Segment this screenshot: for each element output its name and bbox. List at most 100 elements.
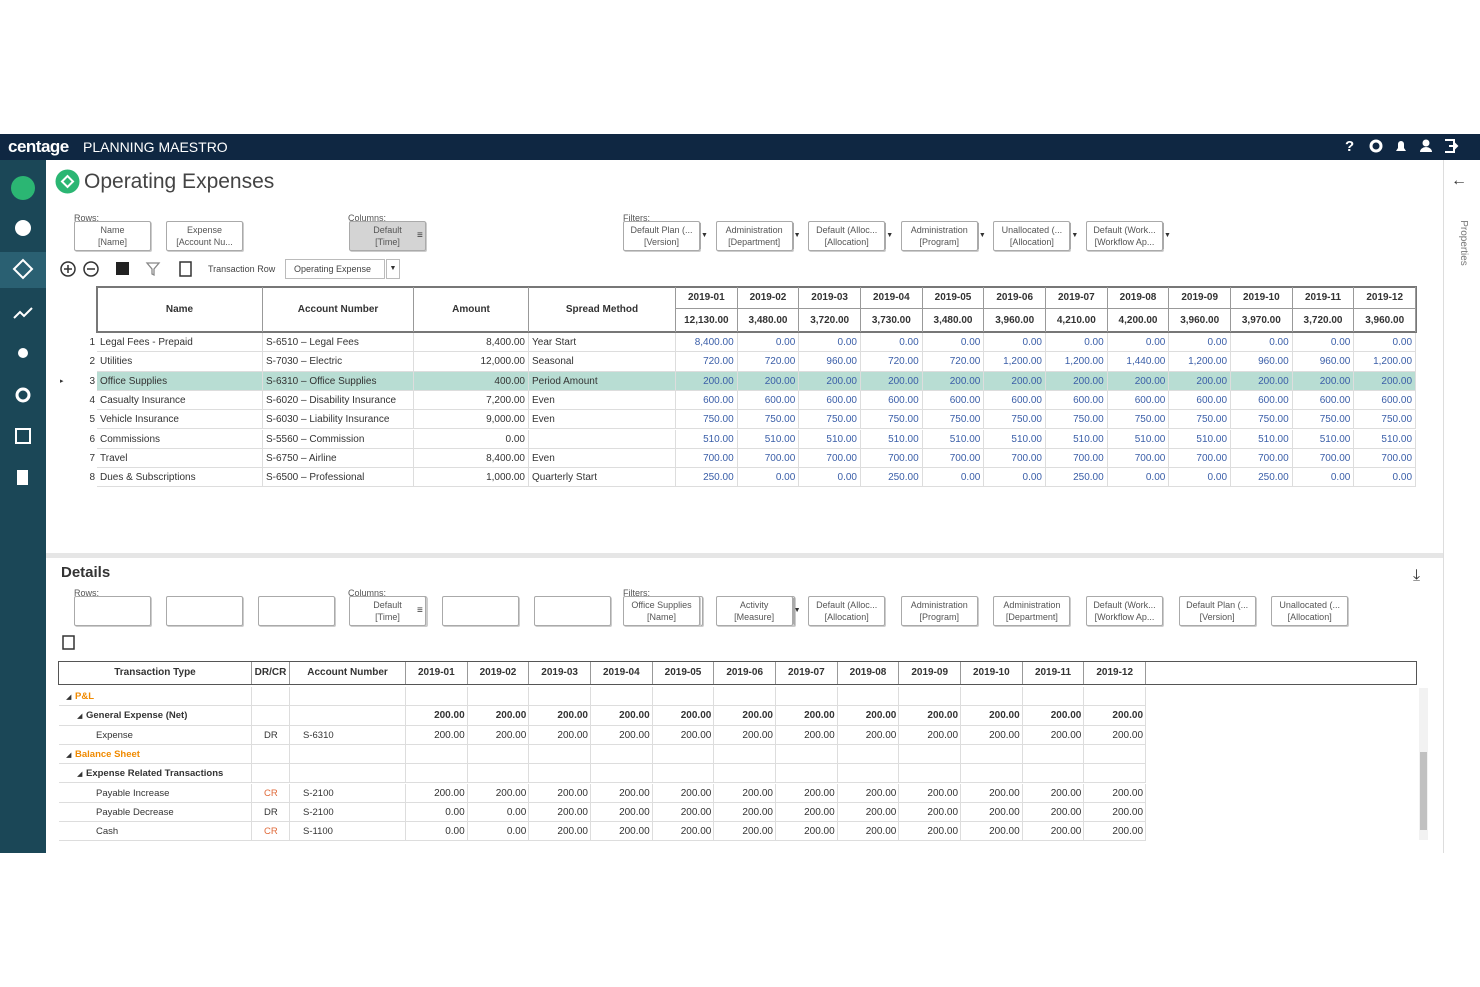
- cell-value[interactable]: 0.00: [445, 826, 465, 838]
- cell[interactable]: Even: [529, 410, 676, 430]
- cell-value[interactable]: 0.00: [506, 826, 527, 838]
- cell[interactable]: S-7030 – Electric: [263, 352, 414, 372]
- cell[interactable]: S-6310 – Office Supplies: [263, 371, 414, 391]
- notifications-icon[interactable]: [1396, 141, 1406, 151]
- cell[interactable]: 9,000.00: [414, 410, 529, 430]
- cell-value[interactable]: 510.00: [1292, 429, 1355, 449]
- cell-value[interactable]: 200.00: [927, 826, 959, 838]
- pivot-chip[interactable]: Administration [Department]: [993, 596, 1071, 626]
- cell-value[interactable]: 700.00: [1169, 448, 1232, 469]
- cell-value[interactable]: 750.00: [1107, 410, 1170, 430]
- cell[interactable]: [529, 429, 676, 449]
- cell-value[interactable]: 510.00: [1231, 429, 1293, 449]
- cell-value[interactable]: 200.00: [865, 787, 897, 799]
- cell-value[interactable]: 750.00: [861, 410, 923, 430]
- cell-value[interactable]: 960.00: [1231, 352, 1293, 372]
- cell[interactable]: 8,400.00: [414, 333, 529, 353]
- pivot-chip[interactable]: Default (Alloc... [Allocation]: [808, 221, 886, 251]
- cell-value[interactable]: 200.00: [434, 729, 465, 741]
- cell[interactable]: S-6020 – Disability Insurance: [263, 390, 414, 411]
- cell-value[interactable]: 750.00: [1046, 410, 1108, 430]
- expand-toggle[interactable]: ◢: [77, 771, 83, 779]
- cell[interactable]: Legal Fees - Prepaid: [97, 333, 263, 353]
- cell-value[interactable]: 200.00: [861, 371, 923, 391]
- cell-value[interactable]: 200.00: [865, 729, 897, 741]
- nav-icon[interactable]: [12, 258, 34, 280]
- pivot-chip[interactable]: Default Plan (... [Version]: [1178, 596, 1256, 626]
- cell-value[interactable]: 200.00: [865, 710, 897, 722]
- cell-value[interactable]: 0.00: [1354, 468, 1417, 488]
- cell-value[interactable]: 200.00: [742, 787, 773, 799]
- cell-value[interactable]: 0.00: [445, 806, 465, 818]
- pivot-chip[interactable]: Default Plan (... [Version]: [623, 221, 700, 251]
- cell-value[interactable]: 200.00: [742, 806, 773, 818]
- cell-value[interactable]: 200.00: [676, 371, 738, 391]
- cell-value[interactable]: 720.00: [737, 352, 800, 372]
- cell-value[interactable]: 700.00: [1107, 448, 1170, 469]
- cell-value[interactable]: 200.00: [989, 787, 1020, 799]
- cell-value[interactable]: 200.00: [1050, 710, 1082, 722]
- cell-value[interactable]: 510.00: [922, 429, 985, 449]
- cell[interactable]: S-5560 – Commission: [263, 429, 414, 449]
- cell-value[interactable]: 0.00: [861, 333, 923, 353]
- cell-value[interactable]: 0.00: [1046, 333, 1108, 353]
- pivot-chip[interactable]: Default (Work... [Workflow Ap...: [1086, 221, 1163, 251]
- cell-value[interactable]: 200.00: [495, 787, 527, 799]
- cell-value[interactable]: 1,200.00: [984, 352, 1046, 372]
- cell-value[interactable]: 0.00: [737, 468, 800, 488]
- cell-value[interactable]: 1,200.00: [1046, 352, 1108, 372]
- cell-value[interactable]: 200.00: [434, 710, 465, 722]
- cell-value[interactable]: 200.00: [1292, 371, 1355, 391]
- cell[interactable]: Utilities: [97, 352, 263, 372]
- save-button[interactable]: [116, 262, 129, 275]
- cell[interactable]: Even: [529, 448, 676, 469]
- cell-value[interactable]: 700.00: [1292, 448, 1355, 469]
- cell-value[interactable]: 750.00: [1354, 410, 1417, 430]
- cell-value[interactable]: 200.00: [989, 710, 1020, 722]
- pivot-chip[interactable]: [534, 596, 611, 626]
- cell-value[interactable]: 960.00: [1292, 352, 1355, 372]
- cell-value[interactable]: 700.00: [1354, 448, 1417, 469]
- pivot-chip[interactable]: Office Supplies [Name]: [623, 596, 700, 626]
- cell-value[interactable]: 510.00: [737, 429, 800, 449]
- cell-value[interactable]: 200.00: [927, 729, 959, 741]
- cell-value[interactable]: 200.00: [1050, 729, 1082, 741]
- cell-value[interactable]: 510.00: [984, 429, 1046, 449]
- pivot-chip[interactable]: Administration [Program]: [900, 596, 978, 626]
- cell-value[interactable]: 200.00: [1107, 371, 1170, 391]
- cell-value[interactable]: 200.00: [557, 729, 588, 741]
- cell[interactable]: Vehicle Insurance: [97, 410, 263, 430]
- cell[interactable]: Casualty Insurance: [97, 390, 263, 411]
- cell-value[interactable]: 200.00: [619, 826, 650, 838]
- cell-value[interactable]: 750.00: [1231, 410, 1293, 430]
- cell-value[interactable]: 200.00: [557, 826, 588, 838]
- cell-value[interactable]: 750.00: [1292, 410, 1355, 430]
- cell-value[interactable]: 0.00: [799, 333, 861, 353]
- cell-value[interactable]: 750.00: [984, 410, 1046, 430]
- expand-toggle[interactable]: ◢: [66, 694, 72, 701]
- nav-icon[interactable]: [17, 470, 28, 485]
- cell-value[interactable]: 0.00: [1231, 333, 1293, 353]
- cell-value[interactable]: 200.00: [799, 371, 861, 391]
- chip-menu[interactable]: ≡: [417, 605, 423, 616]
- cell[interactable]: Year Start: [529, 333, 676, 353]
- nav-icon[interactable]: [15, 220, 31, 236]
- settings-icon[interactable]: [1369, 139, 1383, 153]
- cell-value[interactable]: 600.00: [1354, 390, 1417, 411]
- cell-value[interactable]: 200.00: [557, 806, 588, 818]
- cell-value[interactable]: 0.00: [799, 468, 861, 488]
- cell-value[interactable]: 200.00: [742, 710, 773, 722]
- chip-menu[interactable]: ≡: [417, 230, 423, 241]
- pivot-chip[interactable]: [74, 596, 151, 626]
- cell-value[interactable]: 200.00: [619, 729, 650, 741]
- cell-value[interactable]: 200.00: [1112, 826, 1144, 838]
- cell-value[interactable]: 200.00: [804, 710, 835, 722]
- cell-value[interactable]: 600.00: [676, 390, 738, 411]
- cell-value[interactable]: 200.00: [1050, 826, 1082, 838]
- pivot-chip[interactable]: Expense [Account Nu...: [166, 221, 243, 251]
- cell[interactable]: S-6030 – Liability Insurance: [263, 410, 414, 430]
- chip-dropdown[interactable]: ▼: [700, 223, 708, 249]
- cell-value[interactable]: 510.00: [1046, 429, 1108, 449]
- cell-value[interactable]: 200.00: [927, 710, 959, 722]
- cell-value[interactable]: 200.00: [742, 826, 773, 838]
